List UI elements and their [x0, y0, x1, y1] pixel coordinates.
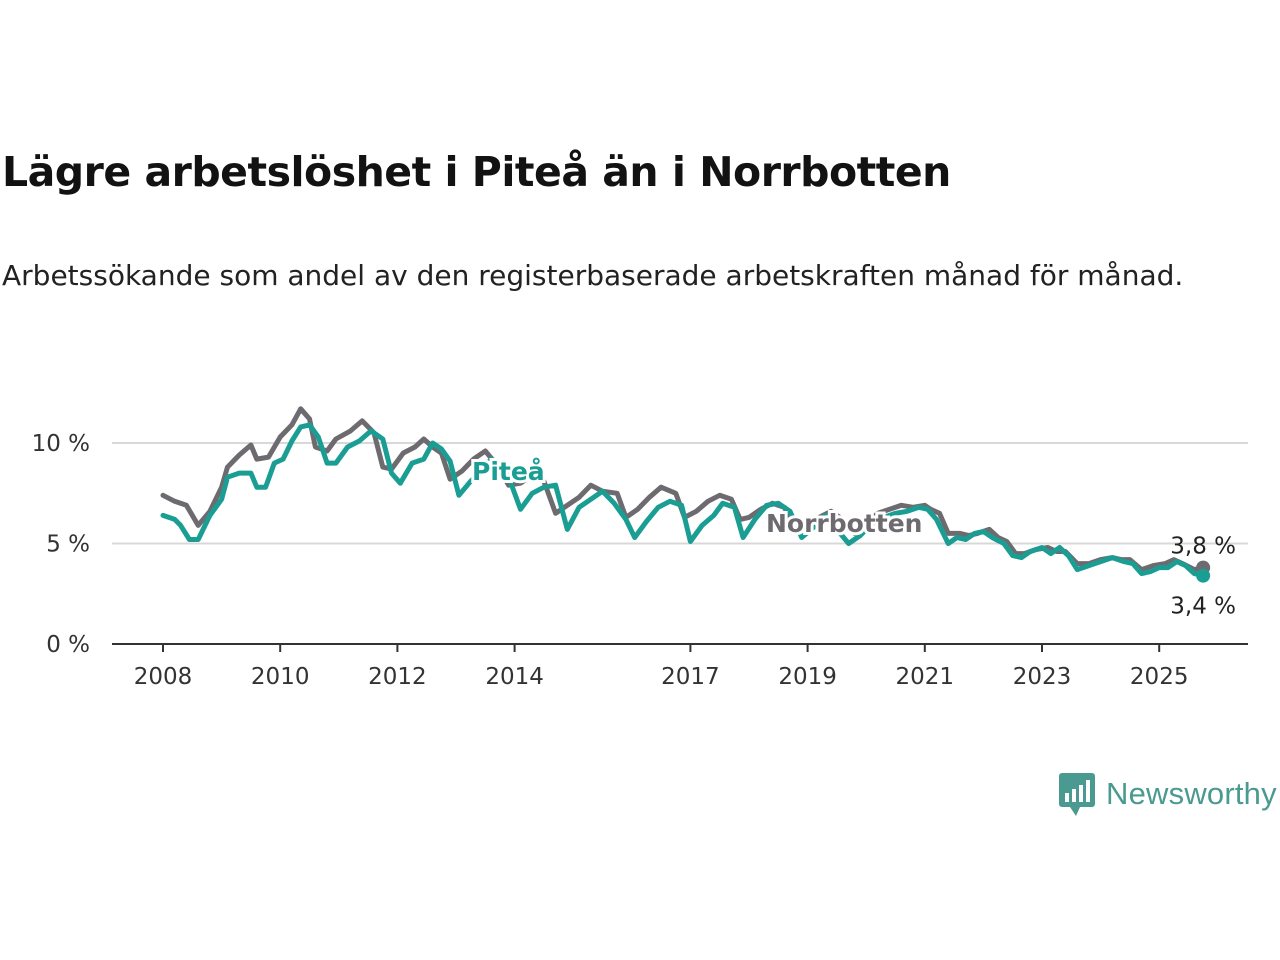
- x-tick-label: 2010: [251, 664, 310, 690]
- y-tick-label: 0 %: [46, 632, 90, 658]
- series-line-pitea: [160, 422, 1206, 579]
- y-axis: 0 % 5 % 10 %: [32, 431, 90, 658]
- brand-name: Newsworthy: [1106, 776, 1277, 811]
- line-chart: 0 %5 %10 % 2008 2010 2012 2014 2017 2019 2021 2…: [32, 406, 1248, 690]
- y-tick-label: 5 %: [46, 532, 90, 558]
- y-tick-label: 10 %: [32, 431, 90, 457]
- end-value-label: 3,8 %: [1170, 534, 1236, 560]
- newsworthy-logo[interactable]: Newsworthy: [1058, 772, 1277, 816]
- series-labels: 3,8 % 3,4 % Piteå Norrbotten: [469, 454, 1236, 620]
- newsworthy-chart-bubble-icon: [1059, 773, 1095, 816]
- x-tick-label: 2008: [134, 664, 193, 690]
- series-lines: [160, 406, 1211, 583]
- end-value-label: 3,4 %: [1170, 594, 1236, 620]
- x-tick-label: 2021: [896, 664, 955, 690]
- series-label-norrbotten: Norrbotten: [766, 509, 922, 538]
- x-tick-label: 2019: [778, 664, 837, 690]
- x-axis: 2008 2010 2012 2014 2017 2019 2021 2023 2025: [134, 644, 1189, 690]
- series-label-pitea: Piteå: [472, 457, 545, 486]
- x-tick-label: 2017: [661, 664, 720, 690]
- chart-subtitle: Arbetssökande som andel av den registerb…: [2, 259, 1184, 292]
- gridlines: [112, 442, 1248, 545]
- x-tick-label: 2025: [1130, 664, 1189, 690]
- chart-title: Lägre arbetslöshet i Piteå än i Norrbott…: [2, 148, 951, 196]
- series-end-dot: [1196, 568, 1211, 583]
- x-tick-label: 2023: [1013, 664, 1072, 690]
- x-tick-label: 2014: [485, 664, 544, 690]
- x-tick-label: 2012: [368, 664, 427, 690]
- series-line-norrbotten: [160, 406, 1206, 573]
